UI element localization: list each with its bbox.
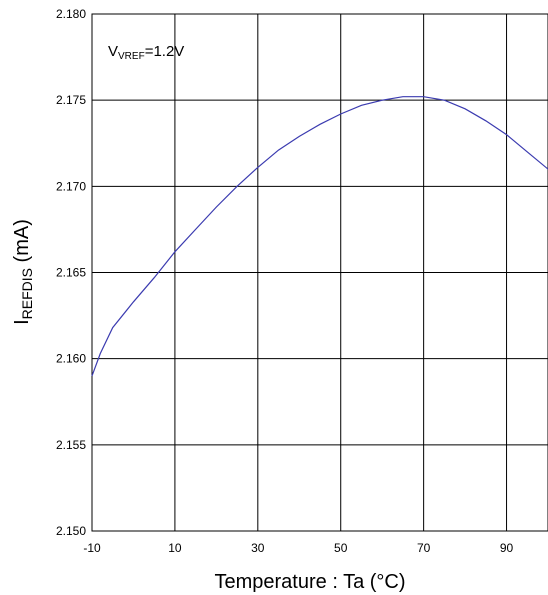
x-tick-label: 50	[334, 541, 348, 555]
x-tick-label: 10	[168, 541, 182, 555]
annotation-sub: VREF	[118, 51, 145, 62]
annotation-tail: =1.2V	[145, 43, 185, 60]
y-tick-label: 2.150	[56, 524, 86, 538]
x-axis-title: Temperature : Ta (°C)	[214, 571, 405, 593]
grid	[91, 13, 548, 532]
y-tick-labels: 2.150 2.155 2.160 2.165 2.170 2.175 2.180	[56, 7, 86, 538]
annotation-vref: VVREF=1.2V	[108, 43, 184, 62]
y-axis-title-tail: (mA)	[11, 219, 33, 268]
x-tick-labels: -10 10 30 50 70 90	[83, 541, 513, 555]
y-axis-title: IREFDIS (mA)	[11, 219, 35, 325]
y-tick-label: 2.175	[56, 93, 86, 107]
y-tick-label: 2.160	[56, 352, 86, 366]
y-axis-title-sub: REFDIS	[19, 268, 35, 319]
x-tick-label: 90	[500, 541, 514, 555]
y-tick-label: 2.155	[56, 438, 86, 452]
x-tick-label: 70	[417, 541, 431, 555]
y-tick-label: 2.165	[56, 266, 86, 280]
x-tick-label: -10	[83, 541, 101, 555]
annotation-main: V	[108, 43, 118, 60]
plot-frame	[91, 13, 548, 532]
y-tick-label: 2.180	[56, 7, 86, 21]
series-line	[91, 96, 548, 377]
y-axis-title-main: I	[11, 319, 33, 325]
x-tick-label: 30	[251, 541, 265, 555]
y-tick-label: 2.170	[56, 179, 86, 193]
